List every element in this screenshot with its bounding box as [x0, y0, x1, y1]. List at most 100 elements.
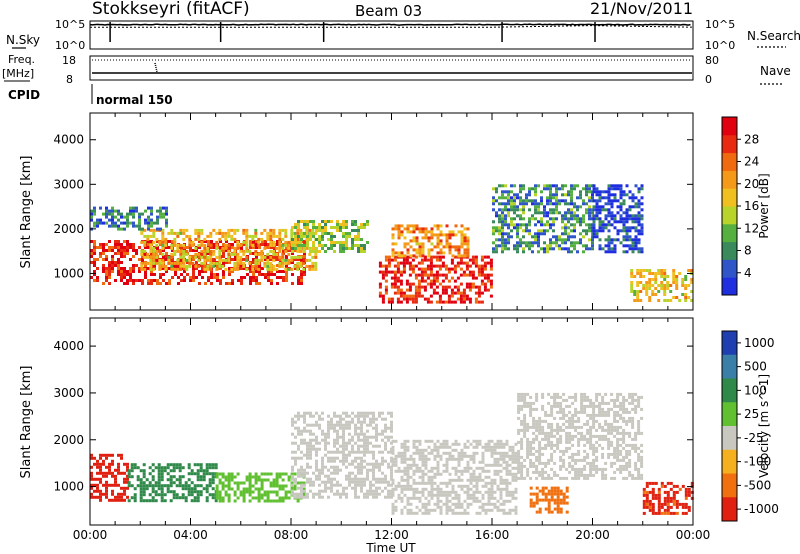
vel-cells-cell [487, 475, 491, 479]
power-cells-cell [135, 209, 138, 213]
power-cells-cell [631, 244, 635, 248]
vel-cells-cell [266, 478, 270, 482]
power-cells-cell [540, 211, 543, 215]
power-cells-cell [393, 285, 397, 289]
power-cells-cell [165, 224, 168, 228]
vel-cells-cell [562, 461, 566, 465]
power-cells-cell [504, 214, 507, 218]
vel-cells-cell [166, 487, 170, 491]
power-cells-cell [525, 229, 528, 233]
power-cells-cell [634, 226, 638, 230]
power-cells-cell [412, 239, 416, 243]
vel-cells-cell [294, 495, 297, 499]
vel-cells-cell [236, 484, 240, 488]
power-cells-cell [348, 232, 351, 235]
power-cells-cell [595, 208, 599, 212]
power-cells-cell [456, 288, 460, 292]
vel-cells-cell [466, 454, 470, 458]
power-cells-cell [601, 223, 605, 227]
vel-cells-cell [339, 495, 342, 499]
power-cells-cell [162, 255, 165, 258]
power-cells-cell [399, 282, 403, 286]
vel-cells-cell [312, 414, 315, 418]
power-cells-cell [363, 223, 366, 226]
power-cells-cell [182, 261, 186, 265]
vel-cells-cell [478, 442, 482, 446]
power-cells-cell [598, 244, 602, 248]
power-cells-cell [156, 240, 159, 243]
power-cells-cell [291, 244, 294, 247]
power-cells-cell [543, 223, 546, 227]
vel-cells-cell [568, 422, 572, 426]
vel-cells-cell [544, 464, 548, 468]
power-cells-cell [445, 245, 449, 249]
power-cells-cell [483, 255, 487, 259]
vel-cells-cell [357, 495, 360, 499]
vel-cells-cell [178, 481, 182, 485]
power-cells-cell [303, 273, 306, 276]
power-cells-cell [179, 228, 183, 232]
vel-cells-cell [454, 496, 458, 500]
power-cells-cell [111, 218, 114, 222]
vel-cells-cell [381, 411, 384, 415]
vel-cells-cell [93, 477, 96, 481]
vel-cells-cell [583, 458, 587, 462]
power-cells-cell [528, 223, 531, 227]
power-cells-cell [150, 252, 153, 255]
vel-cells-cell [604, 428, 608, 432]
vel-cells-cell [418, 451, 422, 455]
power-cells-cell [227, 231, 231, 235]
power-cells-cell [570, 217, 573, 221]
vel-cells-cell [300, 414, 303, 418]
power-cells-cell [411, 258, 415, 262]
power-cells-cell [321, 247, 324, 250]
vel-cells-cell [610, 407, 614, 411]
vel-cells-cell [151, 499, 155, 503]
vel-cells-cell [196, 493, 200, 497]
vel-cells-cell [496, 508, 500, 512]
vel-cells-cell [275, 472, 279, 476]
power-cells-cell [188, 264, 192, 268]
vel-cells-cell [502, 445, 506, 449]
vel-cells-cell [160, 493, 164, 497]
power-cells-cell [303, 270, 306, 273]
vel-cells-cell [105, 471, 108, 475]
freq-label: Freq. [8, 53, 35, 66]
vel-cells-cell [111, 489, 114, 493]
power-cells-cell [188, 255, 192, 259]
power-cells-cell [639, 281, 643, 284]
power-cells-cell [465, 282, 469, 286]
power-cells-cell [357, 247, 360, 250]
power-cells-cell [114, 224, 117, 228]
vel-cells-cell [550, 431, 554, 435]
vel-cells-cell [466, 445, 470, 449]
vel-cells-cell [559, 395, 563, 399]
power-cells-cell [233, 252, 237, 256]
vel-cells-cell [321, 489, 324, 493]
vel-cells-cell [360, 414, 363, 418]
vel-cells-cell [565, 467, 569, 471]
power-cells-cell [294, 226, 297, 229]
power-cells-cell [197, 243, 201, 247]
vel-cells-cell [556, 401, 560, 405]
vel-cells-cell [291, 417, 294, 421]
vel-cells-cell [523, 434, 527, 438]
power-cells-cell [155, 255, 159, 259]
power-cells-cell [498, 244, 501, 248]
power-cells-cell [248, 261, 252, 265]
power-cells-cell [360, 247, 363, 250]
vel-cells-cell [336, 420, 339, 424]
vel-cells-cell [577, 419, 581, 423]
vel-cells-cell [266, 472, 270, 476]
power-cells-cell [408, 285, 412, 289]
power-cells-cell [170, 228, 174, 232]
vel-cells-cell [637, 395, 641, 399]
vel-cells-cell [631, 392, 635, 396]
vel-cells-cell [142, 490, 146, 494]
power-cells-cell [114, 261, 117, 264]
vel-cells-cell [616, 404, 620, 408]
vel-cells-cell [511, 475, 515, 479]
vel-cells-cell [403, 442, 407, 446]
power-cells-cell [192, 267, 195, 270]
vel-cells-cell [339, 435, 342, 439]
